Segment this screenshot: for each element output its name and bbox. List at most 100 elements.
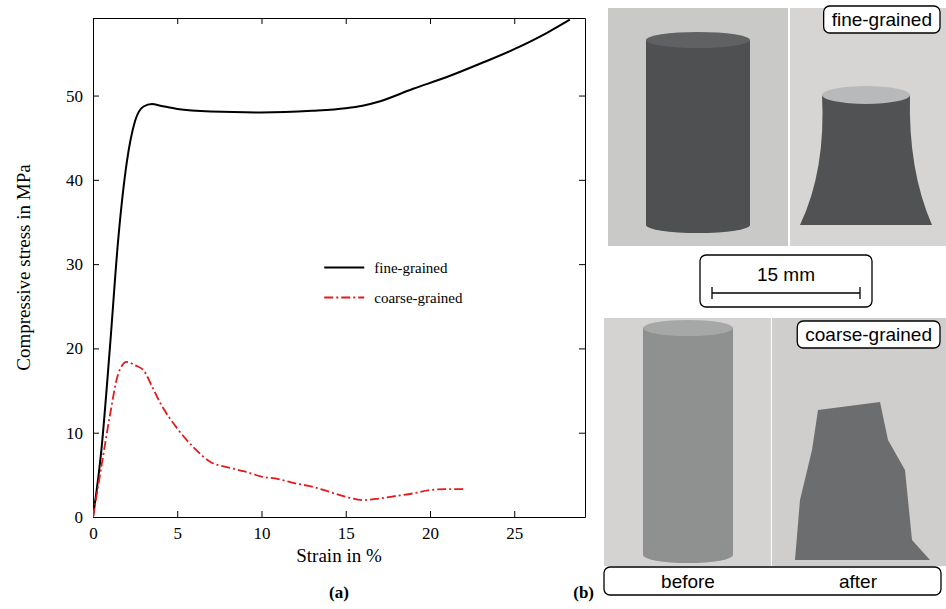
specimen-top bbox=[643, 320, 733, 336]
tick-mark bbox=[93, 96, 99, 97]
tick-mark bbox=[93, 517, 99, 518]
photo-label: coarse-grained bbox=[805, 324, 932, 345]
column-box bbox=[604, 567, 941, 595]
tick-label: 5 bbox=[173, 524, 182, 543]
photo bbox=[772, 318, 946, 566]
y-axis: 0 10 20 30 40 50 bbox=[66, 19, 99, 527]
y-tick-right bbox=[579, 433, 585, 434]
label-frame bbox=[824, 6, 940, 33]
y-tick: 10 bbox=[66, 424, 99, 443]
series-line bbox=[93, 20, 570, 517]
legend-swatch bbox=[324, 297, 364, 299]
tick-label: 15 bbox=[338, 524, 355, 543]
x-tick: 25 bbox=[506, 511, 523, 543]
tick-label: 50 bbox=[66, 86, 83, 105]
tick-mark bbox=[579, 348, 585, 349]
tick-mark bbox=[346, 511, 347, 517]
y-tick: 30 bbox=[66, 255, 99, 274]
series-line bbox=[93, 362, 464, 517]
tick-mark bbox=[261, 18, 262, 24]
tick-mark bbox=[514, 18, 515, 24]
tick-label: 0 bbox=[75, 508, 84, 527]
panel-label: (b) bbox=[573, 583, 594, 602]
y-tick: 0 bbox=[75, 508, 100, 527]
tick-label: 25 bbox=[506, 524, 523, 543]
tick-label: 20 bbox=[422, 524, 439, 543]
x-axis-title: Strain in % bbox=[296, 545, 382, 566]
column-label: after bbox=[839, 571, 878, 592]
x-tick-top bbox=[346, 18, 347, 24]
axis-line bbox=[93, 19, 94, 518]
tick-mark bbox=[579, 264, 585, 265]
tick-label: 40 bbox=[66, 171, 83, 190]
y-tick-right bbox=[579, 96, 585, 97]
specimen bbox=[643, 328, 733, 555]
y-tick-right bbox=[579, 517, 585, 518]
x-tick-top bbox=[514, 18, 515, 24]
photo bbox=[608, 8, 788, 246]
y-tick-right bbox=[579, 264, 585, 265]
panel-label: (a) bbox=[329, 583, 349, 602]
specimen-bottom bbox=[643, 547, 733, 563]
legend-label: coarse-grained bbox=[374, 290, 463, 306]
specimen-bottom bbox=[646, 217, 750, 233]
specimen bbox=[800, 95, 932, 225]
y-axis-title: Compressive stress in MPa bbox=[13, 164, 34, 371]
x-tick: 5 bbox=[173, 511, 182, 543]
scale-box bbox=[700, 255, 872, 307]
photo bbox=[790, 8, 946, 246]
specimen-top bbox=[822, 86, 910, 104]
x-tick: 15 bbox=[338, 511, 355, 543]
scale-end bbox=[859, 287, 860, 299]
tick-mark bbox=[430, 18, 431, 24]
x-tick: 20 bbox=[422, 511, 439, 543]
specimen-top bbox=[646, 32, 750, 48]
tick-label: 10 bbox=[253, 524, 270, 543]
x-tick-top bbox=[261, 18, 262, 24]
photos: fine-grainedcoarse-grained15 mmbeforeaft… bbox=[604, 6, 946, 595]
tick-mark bbox=[579, 96, 585, 97]
x-axis-top bbox=[94, 18, 586, 24]
x-tick: 10 bbox=[253, 511, 270, 543]
scale-label: 15 mm bbox=[757, 264, 815, 285]
lines bbox=[93, 20, 570, 517]
tick-mark bbox=[514, 511, 515, 517]
tick-label: 30 bbox=[66, 255, 83, 274]
tick-label: 20 bbox=[66, 339, 83, 358]
scale-end bbox=[711, 287, 712, 299]
x-tick-top bbox=[93, 18, 94, 24]
specimen bbox=[646, 40, 750, 225]
scale-bar bbox=[712, 292, 860, 293]
legend: fine-grained coarse-grained bbox=[324, 260, 463, 306]
label-box: fine-grained bbox=[824, 6, 940, 33]
specimen bbox=[795, 402, 930, 560]
tick-mark bbox=[177, 511, 178, 517]
photo-label: fine-grained bbox=[832, 9, 932, 30]
legend-label: fine-grained bbox=[374, 260, 448, 276]
y-tick-right bbox=[579, 348, 585, 349]
photo bbox=[604, 318, 771, 566]
frame-line bbox=[94, 18, 586, 19]
tick-label: 0 bbox=[89, 524, 98, 543]
label-frame bbox=[797, 321, 940, 348]
axis-line bbox=[94, 517, 586, 518]
label-box: coarse-grained bbox=[797, 321, 940, 348]
tick-mark bbox=[93, 18, 94, 24]
tick-mark bbox=[177, 18, 178, 24]
tick-mark bbox=[93, 180, 99, 181]
figure: 0 5 10 15 20 25 0 10 20 30 40 50 Strain in % Compress… bbox=[0, 0, 946, 609]
y-tick: 40 bbox=[66, 171, 99, 190]
frame-line bbox=[585, 19, 586, 518]
tick-mark bbox=[93, 348, 99, 349]
tick-mark bbox=[579, 517, 585, 518]
tick-mark bbox=[93, 433, 99, 434]
tick-mark bbox=[261, 511, 262, 517]
tick-mark bbox=[430, 511, 431, 517]
y-axis-right bbox=[579, 19, 586, 518]
tick-mark bbox=[346, 18, 347, 24]
y-tick: 50 bbox=[66, 86, 99, 105]
x-tick-top bbox=[430, 18, 431, 24]
tick-mark bbox=[93, 264, 99, 265]
y-tick: 20 bbox=[66, 339, 99, 358]
tick-mark bbox=[579, 433, 585, 434]
